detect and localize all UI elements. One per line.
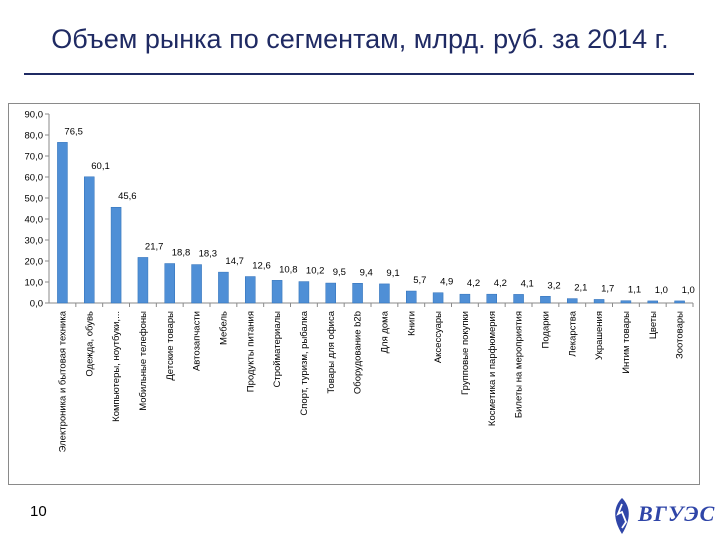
data-label: 1,1: [628, 285, 641, 296]
y-tick-label: 90,0: [25, 110, 44, 121]
data-label: 4,2: [494, 278, 507, 289]
bar: [459, 293, 471, 304]
data-label: 1,0: [655, 285, 668, 296]
x-tick-label: Продукты питания: [245, 311, 256, 392]
bar: [218, 271, 229, 304]
bar: [137, 257, 149, 304]
data-label: 3,2: [547, 280, 560, 291]
x-tick-label: Зоотовары: [675, 311, 686, 359]
logo-emblem-icon: [615, 498, 629, 534]
data-label: 1,0: [682, 285, 695, 296]
bar: [164, 263, 175, 304]
bar: [674, 300, 685, 304]
data-label: 21,7: [145, 241, 164, 252]
y-tick-label: 10,0: [25, 278, 44, 289]
data-label: 9,5: [333, 267, 346, 278]
chart-container: 0,0 10,0 20,0 30,0 40,0 50,0 60,0 70,0 80,0 90,0 7…: [8, 103, 700, 485]
y-tick-label: 40,0: [25, 215, 44, 226]
data-label: 14,7: [225, 256, 244, 267]
bar: [84, 176, 95, 304]
data-label: 2,1: [574, 283, 587, 294]
x-tick-label: Косметика и парфюмерия: [487, 311, 498, 426]
bar: [57, 142, 68, 304]
x-tick-label: Компьютеры, ноутбуки,...: [111, 311, 122, 422]
bar: [352, 283, 363, 304]
data-label: 9,1: [386, 268, 399, 279]
bar: [486, 293, 497, 304]
data-label: 18,3: [199, 249, 218, 260]
x-tick-label: Книги: [406, 311, 417, 336]
x-tick-label: Товары для офиса: [326, 310, 337, 393]
y-tick-label: 50,0: [25, 194, 44, 205]
x-tick-label: Оборудование b2b: [353, 311, 364, 394]
y-tick-label: 70,0: [25, 152, 44, 163]
x-tick-label: Мобильные телефоны: [138, 311, 149, 411]
bar: [325, 282, 336, 304]
y-tick-label: 80,0: [25, 131, 44, 142]
y-tick-label: 0,0: [30, 299, 43, 310]
x-tick-label: Автозапчасти: [192, 311, 203, 371]
logo-text: ВГУЭС: [638, 501, 716, 526]
x-tick-label: Интим товары: [621, 311, 632, 374]
y-tick-label: 30,0: [25, 236, 44, 247]
x-tick-label: Билеты на мероприятия: [514, 311, 525, 418]
x-tick-label: Детские товары: [165, 311, 176, 381]
bar: [593, 299, 605, 304]
y-tick-label: 20,0: [25, 257, 44, 268]
x-tick-label: Аксессуары: [433, 311, 444, 363]
bar: [620, 300, 632, 304]
data-label: 60,1: [91, 161, 110, 172]
data-label: 1,7: [601, 283, 614, 294]
page-number: 10: [30, 503, 47, 520]
bar: [432, 292, 444, 304]
x-tick-label: Подарки: [540, 311, 551, 348]
x-tick-label: Стройматериалы: [272, 311, 283, 388]
data-label: 4,1: [521, 278, 534, 289]
data-label: 10,2: [306, 266, 325, 277]
bar: [513, 294, 524, 304]
x-tick-label: Спорт, туризм, рыбалка: [299, 310, 310, 415]
x-tick-label: Одежда, обувь: [84, 311, 95, 377]
x-tick-label: Украшения: [594, 311, 605, 360]
data-label: 9,4: [360, 267, 373, 278]
bar: [540, 296, 551, 304]
university-logo: ВГУЭС: [608, 496, 718, 536]
bar: [191, 264, 202, 304]
slide-title: Объем рынка по сегментам, млрд. руб. за …: [51, 24, 669, 54]
data-label: 4,9: [440, 277, 453, 288]
data-label: 10,8: [279, 264, 298, 275]
x-tick-label: Мебель: [218, 311, 229, 345]
x-tick-label: Групповые покупки: [460, 311, 471, 395]
bar: [245, 276, 256, 304]
x-tick-label: Цветы: [648, 311, 659, 339]
data-label: 4,2: [467, 278, 480, 289]
data-label: 18,8: [172, 248, 191, 259]
x-tick-label: Электроника и бытовая техника: [57, 310, 68, 452]
title-divider: [24, 73, 694, 75]
bar: [406, 290, 417, 304]
x-tick-label: Для дома: [379, 310, 390, 353]
bar: [110, 206, 122, 304]
bar: [567, 298, 578, 304]
data-label: 76,5: [64, 126, 83, 137]
bar: [298, 281, 310, 304]
bar: [379, 283, 390, 304]
data-label: 5,7: [413, 275, 426, 286]
data-label: 12,6: [252, 261, 271, 272]
bar: [271, 280, 283, 304]
bar-chart: 0,0 10,0 20,0 30,0 40,0 50,0 60,0 70,0 80,0 90,0 7…: [25, 110, 695, 453]
y-tick-label: 60,0: [25, 173, 44, 184]
bar: [647, 300, 658, 304]
x-tick-label: Лекарства: [567, 310, 578, 356]
data-label: 45,6: [118, 191, 137, 202]
